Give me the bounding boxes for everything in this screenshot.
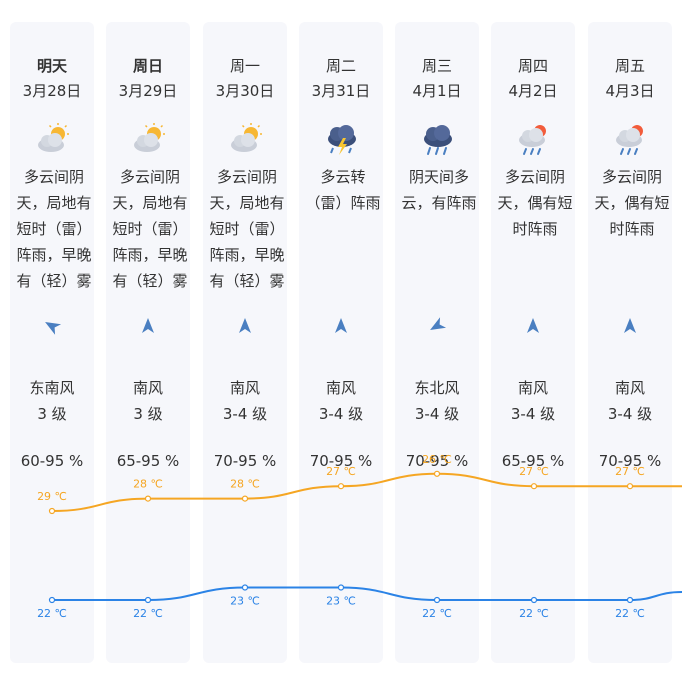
day-date: 3月31日: [311, 82, 371, 100]
wind-direction-arrow-icon: [45, 322, 62, 335]
wind-direction: 东北风: [414, 379, 460, 397]
wind-direction-arrow-icon: [527, 318, 539, 333]
wind-direction-arrow-icon: [239, 318, 251, 333]
sun-shower-cloud-icon: [616, 125, 643, 155]
day-name: 周五: [614, 57, 645, 75]
wind-direction: 南风: [517, 379, 548, 397]
day-name: 周一: [229, 57, 260, 75]
humidity: 60-95 %: [20, 452, 84, 470]
day-name: 明天: [36, 57, 67, 75]
humidity: 70-95 %: [598, 452, 662, 470]
day-date: 4月2日: [508, 82, 558, 100]
day-date: 4月3日: [605, 82, 655, 100]
wind-level: 3-4 级: [222, 405, 268, 423]
forecast-day-7: 周五 4月3日 多云间阴天，偶有短时阵雨 南风 3-4 级 70-95 %: [588, 22, 672, 663]
thunderstorm-cloud-icon: [328, 125, 356, 155]
weather-description: 多云间阴天，偶有短时阵雨: [497, 168, 573, 238]
forecast-day-3: 周一 3月30日 多云间阴天，局地有短时（雷）阵雨，早晚有（轻）雾 南风 3-4…: [203, 22, 287, 663]
wind-direction-arrow-icon: [335, 318, 347, 333]
wind-direction-arrow-icon: [430, 317, 447, 330]
day-name: 周日: [132, 57, 163, 75]
day-date: 3月28日: [22, 82, 82, 100]
wind-direction: 东南风: [29, 379, 75, 397]
wind-direction: 南风: [132, 379, 163, 397]
weather-description: 多云间阴天，局地有短时（雷）阵雨，早晚有（轻）雾: [209, 168, 285, 290]
day-date: 4月1日: [412, 82, 462, 100]
humidity: 70-95 %: [309, 452, 373, 470]
day-date: 3月29日: [118, 82, 178, 100]
wind-direction: 南风: [614, 379, 645, 397]
forecast-day-6: 周四 4月2日 多云间阴天，偶有短时阵雨 南风 3-4 级 65-95 %: [491, 22, 575, 663]
weather-description: 多云间阴天，局地有短时（雷）阵雨，早晚有（轻）雾: [16, 168, 92, 290]
wind-level: 3-4 级: [414, 405, 460, 423]
forecast-day-1: 明天 3月28日 多云间阴天，局地有短时（雷）阵雨，早晚有（轻）雾 东南风 3 …: [10, 22, 94, 663]
wind-level: 3 级: [37, 405, 67, 423]
weather-description: 多云转（雷）阵雨: [305, 168, 381, 212]
humidity: 65-95 %: [116, 452, 180, 470]
weather-description: 阴天间多云，有阵雨: [401, 168, 477, 212]
wind-direction-arrow-icon: [142, 318, 154, 333]
day-name: 周四: [517, 57, 548, 75]
wind-level: 3-4 级: [510, 405, 556, 423]
wind-level: 3 级: [133, 405, 163, 423]
day-name: 周三: [421, 57, 452, 75]
sun-shower-cloud-icon: [519, 125, 546, 155]
weather-description: 多云间阴天，偶有短时阵雨: [594, 168, 670, 238]
day-name: 周二: [325, 57, 356, 75]
weather-description: 多云间阴天，局地有短时（雷）阵雨，早晚有（轻）雾: [112, 168, 188, 290]
forecast-day-4: 周二 3月31日 多云转（雷）阵雨 南风 3-4 级 70-95 %: [299, 22, 383, 663]
forecast-day-2: 周日 3月29日 多云间阴天，局地有短时（雷）阵雨，早晚有（轻）雾 南风 3 级…: [106, 22, 190, 663]
day-date: 3月30日: [215, 82, 275, 100]
forecast-day-5: 周三 4月1日 阴天间多云，有阵雨 东北风 3-4 级 70-95 %: [395, 22, 479, 663]
wind-direction: 南风: [229, 379, 260, 397]
partly-cloudy-sun-icon: [231, 123, 262, 152]
rain-cloud-icon: [424, 125, 452, 155]
partly-cloudy-sun-icon: [134, 123, 165, 152]
humidity: 70-95 %: [213, 452, 277, 470]
wind-direction: 南风: [325, 379, 356, 397]
partly-cloudy-sun-icon: [38, 123, 69, 152]
humidity: 70-95 %: [405, 452, 469, 470]
wind-direction-arrow-icon: [624, 318, 636, 333]
wind-level: 3-4 级: [318, 405, 364, 423]
wind-level: 3-4 级: [607, 405, 653, 423]
humidity: 65-95 %: [501, 452, 565, 470]
